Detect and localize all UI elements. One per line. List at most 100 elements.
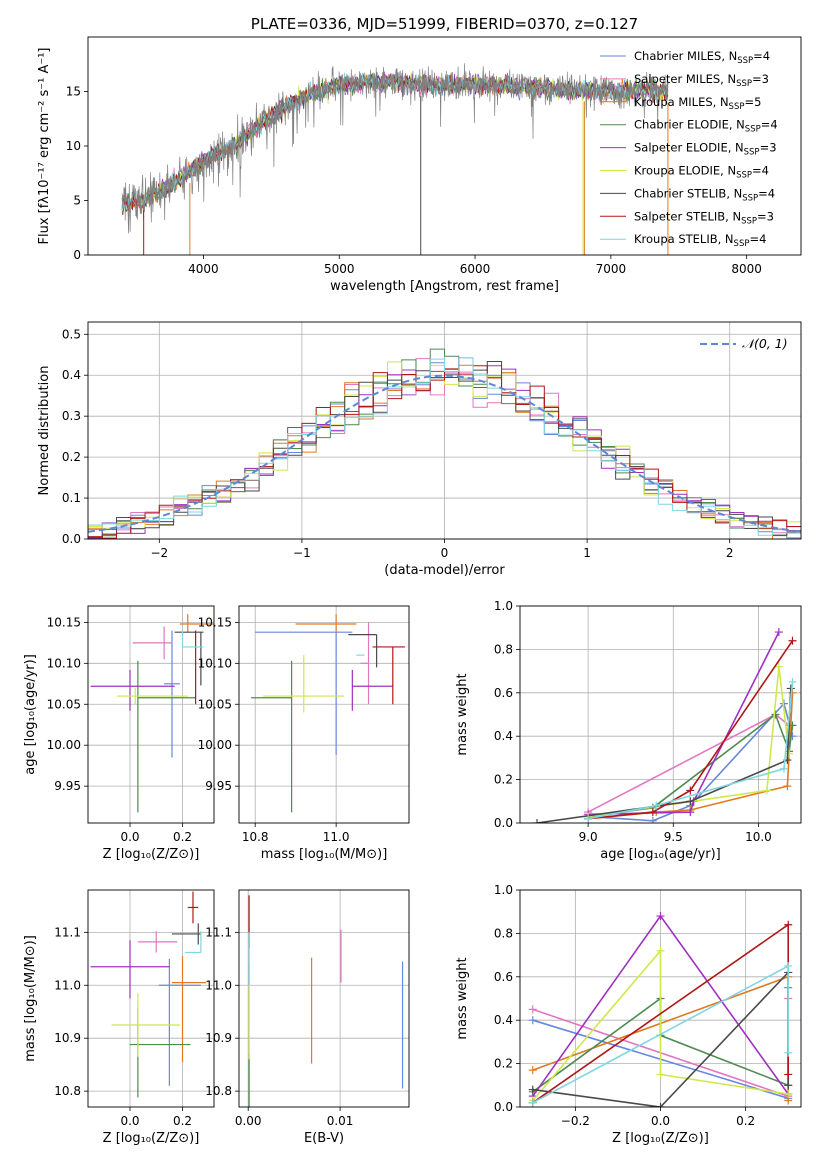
- weight-marker: [785, 749, 794, 758]
- x-tick-label: 0.0: [120, 1114, 139, 1128]
- legend-text: Chabrier MILES, N: [634, 49, 737, 63]
- x-tick-label: 10.0: [745, 830, 772, 844]
- grid: [520, 605, 801, 824]
- weight-line: [587, 713, 790, 813]
- grid: [239, 606, 409, 823]
- weight-marker: [783, 782, 792, 791]
- y-tick-label: 0.6: [494, 686, 513, 700]
- error-bar-point: [174, 631, 204, 686]
- y-tick-label: 10.00: [47, 738, 81, 752]
- y-tick-label: 9.95: [205, 779, 232, 793]
- weight-marker: [771, 710, 780, 719]
- error-bar-point: [111, 993, 180, 1057]
- legend-suffix: =3: [760, 141, 777, 155]
- x-tick-label: 8000: [731, 262, 762, 276]
- y-axis-label: age [log₁₀(age/yr)]: [23, 654, 38, 775]
- legend-subscript: SSP: [734, 239, 750, 249]
- y-tick-label: 10.10: [198, 656, 232, 670]
- y-tick-label: 10.8: [205, 1084, 232, 1098]
- y-tick-label: 10.9: [205, 1031, 232, 1045]
- weight-marker: [528, 1016, 537, 1025]
- x-tick-label: 2: [726, 546, 734, 560]
- plot-area: [251, 614, 405, 813]
- grid: [88, 890, 214, 1107]
- y-axis-label: mass [log₁₀(M/M⊙)]: [23, 935, 38, 1062]
- error-bar-point: [348, 634, 378, 668]
- y-tick-label: 0.4: [62, 368, 81, 382]
- legend-subscript: SSP: [729, 102, 745, 112]
- legend-suffix: =3: [757, 209, 774, 223]
- y-axis-label: Flux [fλ10⁻¹⁷ erg cm⁻² s⁻¹ A⁻¹]: [37, 48, 52, 245]
- y-tick-label: 5: [73, 194, 81, 208]
- weight-marker: [648, 816, 657, 823]
- legend-entry: Chabrier STELIB, NSSP=4: [634, 186, 775, 203]
- plot-area: [248, 895, 404, 1107]
- residual-histogram: [88, 365, 801, 539]
- grid: [239, 890, 409, 1107]
- y-tick-label: 0.4: [494, 729, 513, 743]
- y-tick-label: 0.8: [494, 926, 513, 940]
- x-tick-label: 10.8: [242, 830, 269, 844]
- y-axis-label: mass weight: [455, 673, 470, 755]
- weight-marker: [786, 684, 795, 693]
- y-tick-label: 10.05: [47, 697, 81, 711]
- panel-residuals: −2 −1 0 1 2 0.0 0.1 0.2 0.3 0.4 0.5 (data-model)/er…: [37, 321, 802, 578]
- y-tick-label: 0.8: [494, 642, 513, 656]
- x-axis-label: mass [log₁₀(M/M⊙)]: [261, 847, 388, 862]
- weight-marker: [686, 808, 695, 817]
- weight-marker: [784, 1048, 793, 1057]
- y-tick-label: 9.95: [54, 779, 81, 793]
- legend-subscript: SSP: [741, 216, 757, 226]
- weight-marker: [656, 912, 665, 921]
- error-bar-point: [158, 958, 201, 1086]
- panel-weight_vs_age: 9.0 9.5 10.0 0.0 0.2 0.4 0.6 0.8 1.0 age [log₁₀(a…: [455, 599, 802, 862]
- x-axis-label: Z [log₁₀(Z/Z⊙)]: [612, 1131, 709, 1146]
- legend-entry: 𝒩(0, 1): [742, 336, 788, 351]
- legend-entry: Kroupa MILES, NSSP=5: [634, 95, 761, 112]
- weight-marker: [656, 1103, 665, 1107]
- y-tick-label: 0.3: [62, 409, 81, 423]
- x-tick-label: 1: [583, 546, 591, 560]
- weight-marker: [528, 1005, 537, 1014]
- legend-subscript: SSP: [745, 125, 761, 135]
- error-bar-point: [263, 655, 345, 713]
- error-bar-point: [181, 630, 204, 648]
- observed-spectrum-line: [121, 63, 669, 234]
- plot-area: [121, 63, 669, 255]
- error-bar-point: [185, 931, 202, 954]
- plot-area: [528, 912, 793, 1107]
- legend-entry: Salpeter STELIB, NSSP=3: [634, 209, 774, 226]
- y-tick-label: 0.0: [494, 1100, 513, 1114]
- weight-marker: [533, 819, 542, 823]
- error-bar-point: [90, 669, 175, 711]
- error-bar-point: [137, 931, 178, 953]
- legend-suffix: =4: [758, 186, 775, 200]
- weight-marker: [784, 1089, 793, 1098]
- weight-marker: [784, 1081, 793, 1090]
- weight-marker: [648, 808, 657, 817]
- y-axis-label: Normed distribution: [37, 366, 52, 496]
- legend-text: Kroupa STELIB, N: [634, 232, 734, 246]
- plot-area: [88, 348, 801, 539]
- x-tick-label: 4000: [188, 262, 219, 276]
- legend-text: Salpeter ELODIE, N: [634, 141, 744, 155]
- y-tick-label: 10.8: [54, 1084, 81, 1098]
- plot-area: [533, 628, 797, 823]
- weight-marker: [528, 1085, 537, 1094]
- x-axis-label: Z [log₁₀(Z/Z⊙)]: [103, 847, 200, 862]
- legend-entry: Kroupa STELIB, NSSP=4: [634, 232, 766, 249]
- y-tick-label: 0.2: [62, 450, 81, 464]
- legend-entry: Chabrier MILES, NSSP=4: [634, 49, 770, 66]
- x-tick-label: 0.0: [651, 1114, 670, 1128]
- weight-marker: [686, 786, 695, 795]
- y-tick-label: 1.0: [494, 883, 513, 897]
- weight-marker: [762, 786, 771, 795]
- axes-frame: [238, 605, 410, 824]
- legend-entry: Salpeter ELODIE, NSSP=3: [634, 141, 777, 158]
- x-tick-label: 0.00: [235, 1114, 262, 1128]
- weight-marker: [656, 1070, 665, 1079]
- y-tick-label: 0.6: [494, 970, 513, 984]
- x-tick-label: 9.5: [664, 830, 683, 844]
- error-bar-point: [130, 1007, 191, 1098]
